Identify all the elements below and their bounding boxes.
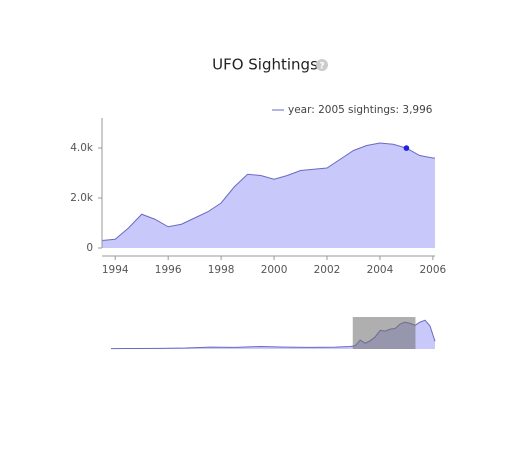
tooltip-x: year: 2005 bbox=[288, 104, 345, 116]
chart-title: UFO Sightings bbox=[212, 56, 318, 74]
y-tick-label: 4.0k bbox=[70, 142, 94, 154]
x-tick-label: 2004 bbox=[367, 264, 394, 276]
y-tick-label: 2.0k bbox=[70, 192, 94, 204]
x-tick-label: 1998 bbox=[208, 264, 235, 276]
tooltip-y: sightings: 3,996 bbox=[348, 104, 433, 116]
y-tick-label: 0 bbox=[86, 242, 93, 254]
help-icon[interactable] bbox=[316, 59, 328, 71]
x-tick-label: 2006 bbox=[420, 264, 447, 276]
x-tick-label: 1996 bbox=[155, 264, 182, 276]
area-line bbox=[101, 142, 435, 241]
hover-point bbox=[403, 145, 410, 151]
x-tick-label: 1994 bbox=[102, 264, 129, 276]
brush[interactable] bbox=[352, 317, 416, 349]
area bbox=[102, 143, 435, 248]
x-tick-label: 2002 bbox=[314, 264, 341, 276]
x-tick-label: 2000 bbox=[261, 264, 288, 276]
help-icon-glyph: ? bbox=[319, 62, 324, 72]
